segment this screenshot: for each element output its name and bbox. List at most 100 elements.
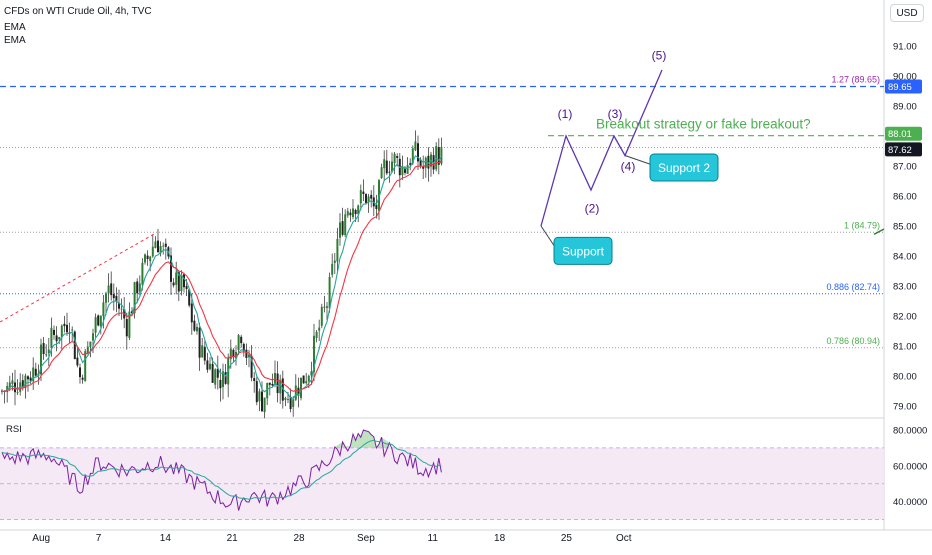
support-2-callout-label: Support 2 (658, 161, 710, 175)
price-badge (885, 79, 922, 94)
wave-label: (5) (652, 49, 667, 63)
candle-body (268, 382, 271, 385)
candle-body (375, 204, 378, 210)
price-tick-label: 90.00 (893, 72, 917, 83)
time-tick-label: Oct (616, 533, 632, 544)
candle-body (146, 255, 149, 260)
support-callout-box (553, 236, 613, 265)
currency-button[interactable]: USD (890, 4, 924, 22)
candle-body (203, 346, 206, 361)
candle-body (310, 371, 313, 376)
candle-body (406, 165, 409, 174)
price-tick-label: 91.00 (893, 42, 917, 53)
candle-body (313, 335, 315, 373)
candle-body (8, 382, 11, 388)
rsi-tick-label: 40.0000 (893, 497, 927, 508)
candle-body (305, 381, 308, 384)
candle-body (45, 354, 48, 356)
candle-body (404, 167, 406, 173)
candle-body (157, 240, 159, 253)
candle-body (354, 209, 357, 215)
time-tick-label: 18 (494, 533, 506, 544)
candle-body (424, 157, 427, 168)
candle-body (320, 306, 323, 326)
candle-body (229, 348, 232, 360)
price-tick-label: 86.00 (893, 192, 917, 203)
wave-label: (1) (558, 107, 573, 121)
wave-label: (4) (621, 160, 636, 174)
price-tick-label: 79.00 (893, 402, 917, 413)
candle-body (352, 208, 354, 218)
candle-body (71, 329, 74, 331)
price-badge (885, 126, 922, 141)
ema-indicator-label-1[interactable]: EMA (4, 22, 26, 33)
candle-body (79, 367, 81, 378)
candle-body (154, 241, 157, 248)
candle-body (138, 283, 141, 292)
candle-body (50, 327, 53, 348)
candle-body (222, 371, 224, 388)
candle-body (60, 325, 63, 338)
candle-body (99, 315, 102, 327)
candle-body (261, 391, 263, 412)
candle-body (172, 282, 175, 286)
candle-body (380, 167, 383, 179)
candle-body (120, 308, 123, 310)
candle-body (198, 327, 201, 358)
candle-body (81, 377, 84, 380)
chart-title: CFDs on WTI Crude Oil, 4h, TVC (4, 6, 152, 17)
candle-body (151, 246, 154, 257)
price-tick-label: 89.00 (893, 102, 917, 113)
candle-body (58, 337, 61, 340)
candle-body (73, 331, 76, 360)
candle-body (240, 336, 243, 344)
candle-body (385, 160, 388, 174)
rsi-ma-line (1, 439, 442, 500)
candle-body (250, 355, 253, 378)
candle-body (232, 349, 235, 358)
time-tick-label: 25 (561, 533, 573, 544)
candle-body (190, 303, 193, 323)
time-tick-label: 7 (96, 533, 102, 544)
candle-body (419, 159, 422, 167)
candle-body (107, 285, 110, 294)
candle-body (201, 345, 204, 358)
ema-indicator-label-2[interactable]: EMA (4, 35, 26, 46)
rsi-tick-label: 80.0000 (893, 425, 927, 436)
candle-body (63, 323, 66, 327)
candle-body (388, 171, 391, 173)
wave-label: (3) (608, 107, 623, 121)
candle-body (336, 238, 339, 262)
candle-body (214, 369, 217, 385)
rsi-pane-label: RSI (6, 424, 22, 435)
wave-label: (2) (585, 202, 600, 216)
ema-slow-line (2, 160, 442, 392)
candle-body (92, 333, 94, 341)
candle-body (110, 283, 113, 296)
candle-body (21, 380, 24, 388)
price-tick-label: 82.00 (893, 312, 917, 323)
candle-body (86, 346, 89, 353)
candle-body (209, 363, 211, 370)
fib-level-label: 1.27 (89.65) (831, 75, 880, 85)
candle-body (105, 293, 107, 303)
candle-body (175, 272, 178, 285)
candle-body (287, 399, 289, 400)
candle-body (248, 354, 250, 358)
candle-body (170, 255, 172, 282)
price-badge-label: 89.65 (888, 82, 912, 93)
candle-body (339, 222, 341, 238)
candle-body (94, 317, 97, 333)
candle-body (16, 392, 19, 393)
rsi-line (1, 429, 442, 511)
price-badge-label: 87.62 (888, 145, 912, 156)
candle-body (237, 335, 240, 351)
candle-body (365, 194, 367, 203)
candle-body (144, 254, 146, 263)
candle-body (177, 272, 180, 292)
fib-level-label: 1 (84.79) (844, 220, 880, 230)
candle-body (266, 382, 269, 399)
candle-body (40, 344, 42, 375)
